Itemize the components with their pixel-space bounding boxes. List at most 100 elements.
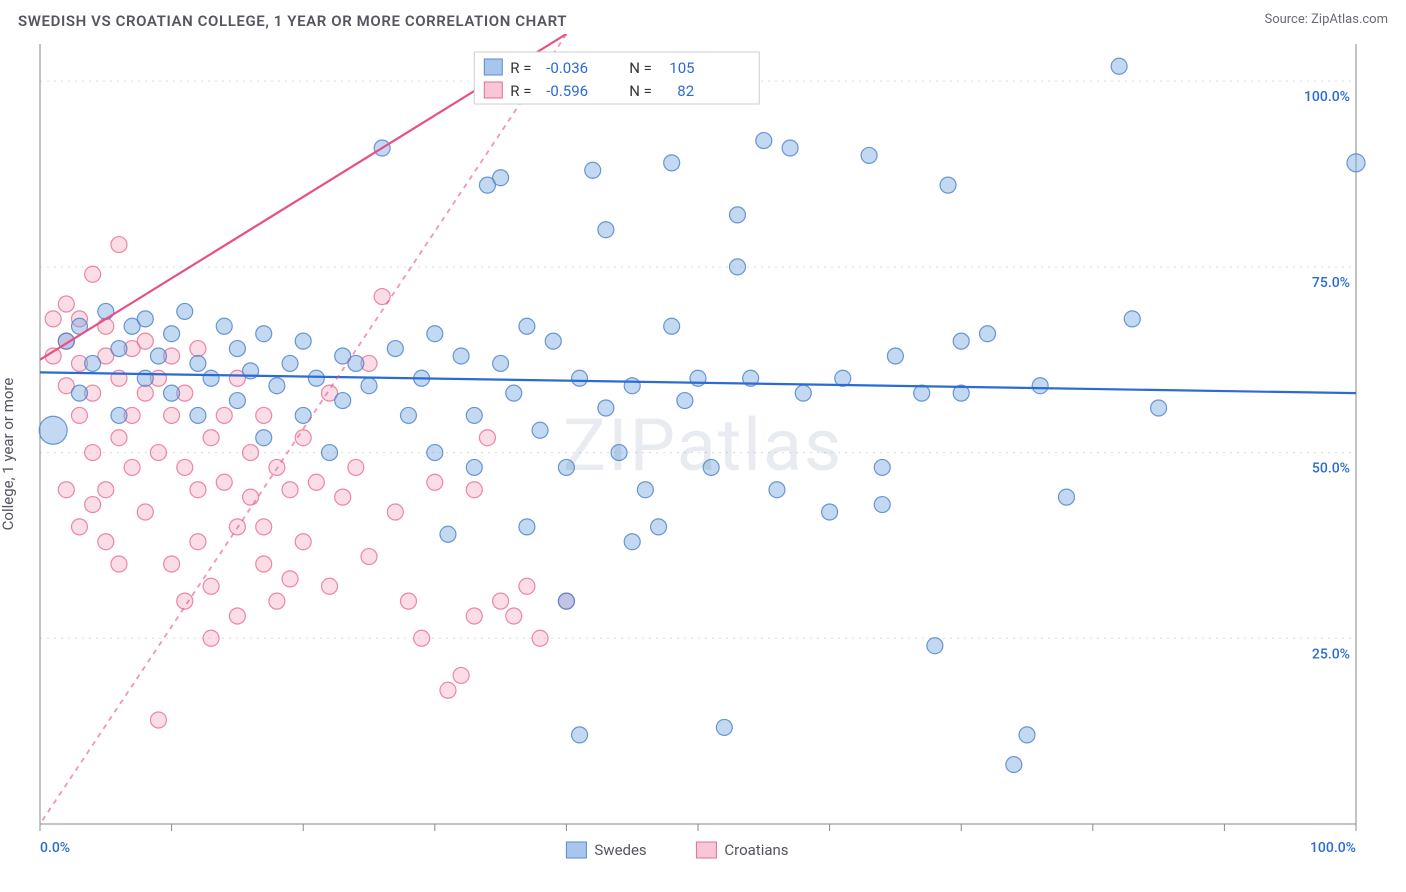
- data-point: [308, 370, 324, 386]
- data-point: [756, 133, 772, 149]
- data-point: [335, 393, 351, 409]
- data-point: [874, 459, 890, 475]
- data-point: [427, 474, 443, 490]
- legend-N-croatians: 82: [677, 82, 694, 100]
- data-point: [427, 326, 443, 342]
- data-point: [71, 407, 87, 423]
- data-point: [729, 259, 745, 275]
- data-point: [98, 318, 114, 334]
- chart-title: SWEDISH VS CROATIAN COLLEGE, 1 YEAR OR M…: [18, 12, 567, 30]
- data-point: [545, 333, 561, 349]
- data-point: [85, 497, 101, 513]
- data-point: [164, 385, 180, 401]
- data-point: [479, 430, 495, 446]
- data-point: [453, 348, 469, 364]
- data-point: [229, 341, 245, 357]
- data-point: [137, 333, 153, 349]
- x-tick-label-max: 100.0%: [1310, 840, 1356, 856]
- data-point: [164, 407, 180, 423]
- data-point: [203, 370, 219, 386]
- data-point: [216, 407, 232, 423]
- data-point: [664, 155, 680, 171]
- data-point: [624, 534, 640, 550]
- source-name: ZipAtlas.com: [1311, 12, 1388, 27]
- data-point: [282, 482, 298, 498]
- data-point: [729, 207, 745, 223]
- data-point: [1347, 154, 1365, 172]
- data-point: [795, 385, 811, 401]
- legend-bottom-swatch-swedes: [566, 842, 586, 858]
- legend-R-croatians: -0.596: [546, 82, 588, 100]
- data-point: [216, 474, 232, 490]
- data-point: [940, 177, 956, 193]
- data-point: [111, 341, 127, 357]
- data-point: [400, 407, 416, 423]
- data-point: [348, 355, 364, 371]
- data-point: [387, 504, 403, 520]
- data-point: [190, 482, 206, 498]
- data-point: [177, 593, 193, 609]
- data-point: [558, 459, 574, 475]
- data-point: [111, 237, 127, 253]
- data-point: [822, 504, 838, 520]
- legend-N-prefix2: N =: [629, 82, 652, 100]
- data-point: [229, 393, 245, 409]
- data-point: [98, 482, 114, 498]
- data-point: [572, 370, 588, 386]
- data-point: [440, 526, 456, 542]
- data-point: [322, 578, 338, 594]
- data-point: [335, 489, 351, 505]
- data-point: [111, 407, 127, 423]
- data-point: [203, 578, 219, 594]
- data-point: [440, 682, 456, 698]
- data-point: [124, 459, 140, 475]
- x-tick-label-min: 0.0%: [40, 840, 70, 856]
- data-point: [71, 519, 87, 535]
- data-point: [519, 318, 535, 334]
- data-point: [532, 422, 548, 438]
- data-point: [308, 474, 324, 490]
- data-point: [466, 407, 482, 423]
- y-axis-label: College, 1 year or more: [0, 378, 17, 531]
- data-point: [506, 608, 522, 624]
- data-point: [861, 147, 877, 163]
- data-point: [677, 393, 693, 409]
- data-point: [1111, 58, 1127, 74]
- trendline-croatians-extrapolated: [40, 34, 566, 824]
- data-point: [45, 311, 61, 327]
- legend-swatch-swedes: [484, 59, 502, 75]
- data-point: [137, 311, 153, 327]
- data-point: [111, 430, 127, 446]
- data-point: [295, 333, 311, 349]
- data-point: [953, 333, 969, 349]
- data-point: [282, 355, 298, 371]
- data-point: [98, 303, 114, 319]
- legend-R-prefix: R =: [510, 59, 531, 77]
- data-point: [466, 482, 482, 498]
- data-point: [71, 385, 87, 401]
- data-point: [203, 430, 219, 446]
- data-point: [506, 385, 522, 401]
- data-point: [190, 534, 206, 550]
- source-prefix: Source:: [1264, 12, 1311, 27]
- data-point: [177, 303, 193, 319]
- data-point: [637, 482, 653, 498]
- data-point: [137, 370, 153, 386]
- data-point: [150, 712, 166, 728]
- data-point: [387, 341, 403, 357]
- legend-R-swedes: -0.036: [546, 59, 588, 77]
- source-attribution: Source: ZipAtlas.com: [1264, 12, 1388, 27]
- data-point: [427, 445, 443, 461]
- data-point: [493, 355, 509, 371]
- data-point: [611, 445, 627, 461]
- data-point: [269, 378, 285, 394]
- data-point: [400, 593, 416, 609]
- legend-bottom-swatch-croatians: [696, 842, 716, 858]
- data-point: [887, 348, 903, 364]
- data-point: [466, 608, 482, 624]
- legend-N-swedes: 105: [669, 59, 694, 77]
- legend-R-prefix2: R =: [510, 82, 531, 100]
- correlation-legend: R = -0.036N = 105R = -0.596N = 82: [474, 52, 759, 104]
- data-point: [295, 534, 311, 550]
- data-point: [164, 556, 180, 572]
